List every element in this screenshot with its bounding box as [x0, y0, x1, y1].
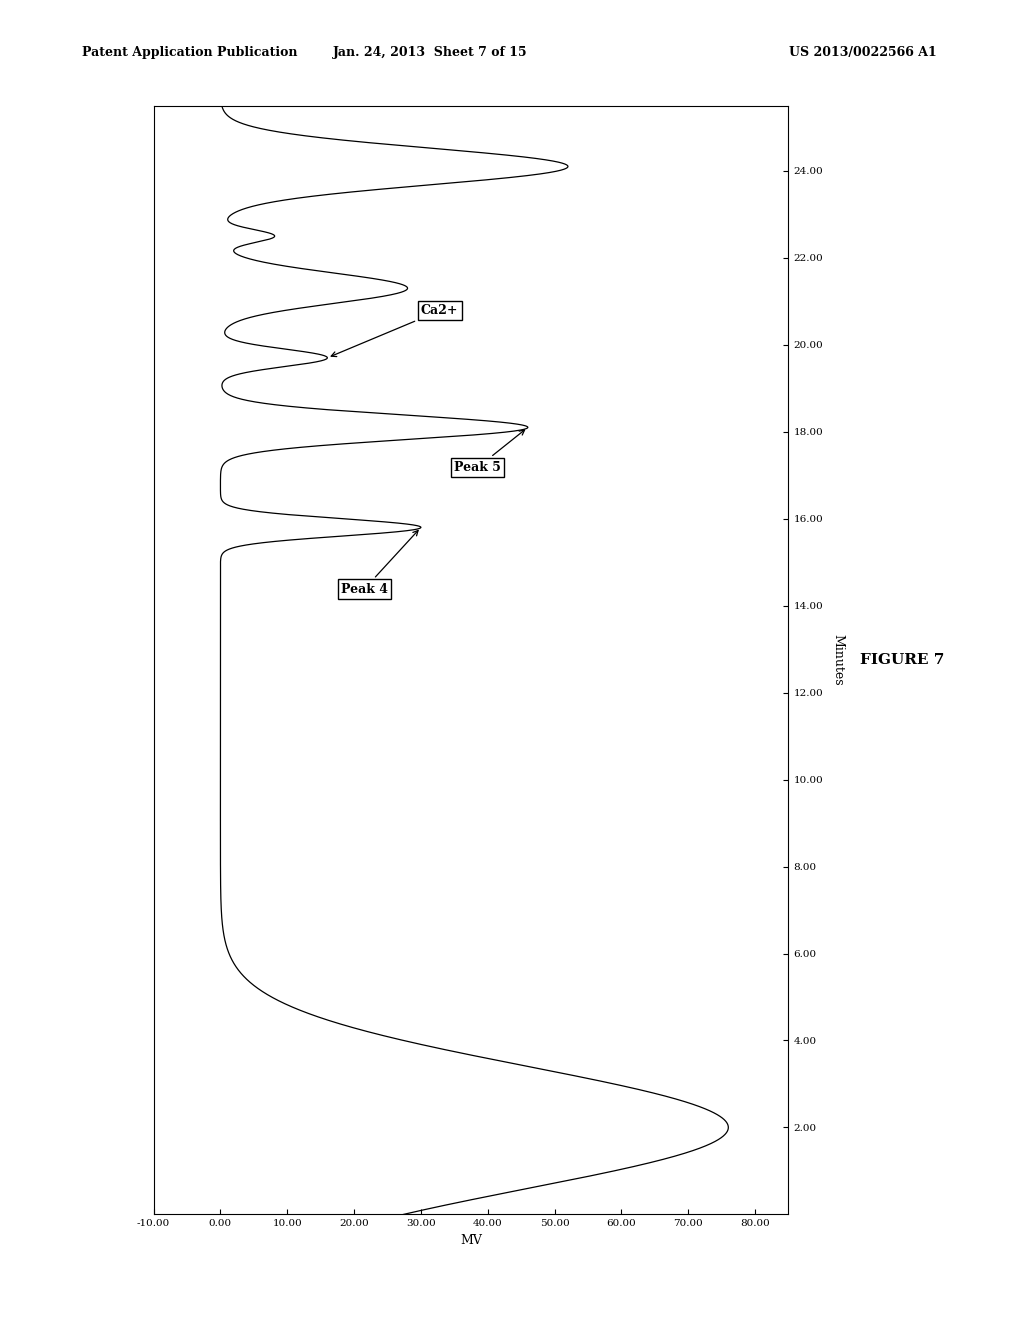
Text: FIGURE 7: FIGURE 7: [860, 653, 944, 667]
Y-axis label: Minutes: Minutes: [831, 634, 845, 686]
Text: Peak 5: Peak 5: [455, 430, 524, 474]
Text: US 2013/0022566 A1: US 2013/0022566 A1: [790, 46, 937, 59]
Text: Peak 4: Peak 4: [341, 531, 418, 595]
Text: Patent Application Publication: Patent Application Publication: [82, 46, 297, 59]
Text: Ca2+: Ca2+: [331, 305, 459, 356]
Text: Jan. 24, 2013  Sheet 7 of 15: Jan. 24, 2013 Sheet 7 of 15: [333, 46, 527, 59]
X-axis label: MV: MV: [460, 1234, 482, 1247]
